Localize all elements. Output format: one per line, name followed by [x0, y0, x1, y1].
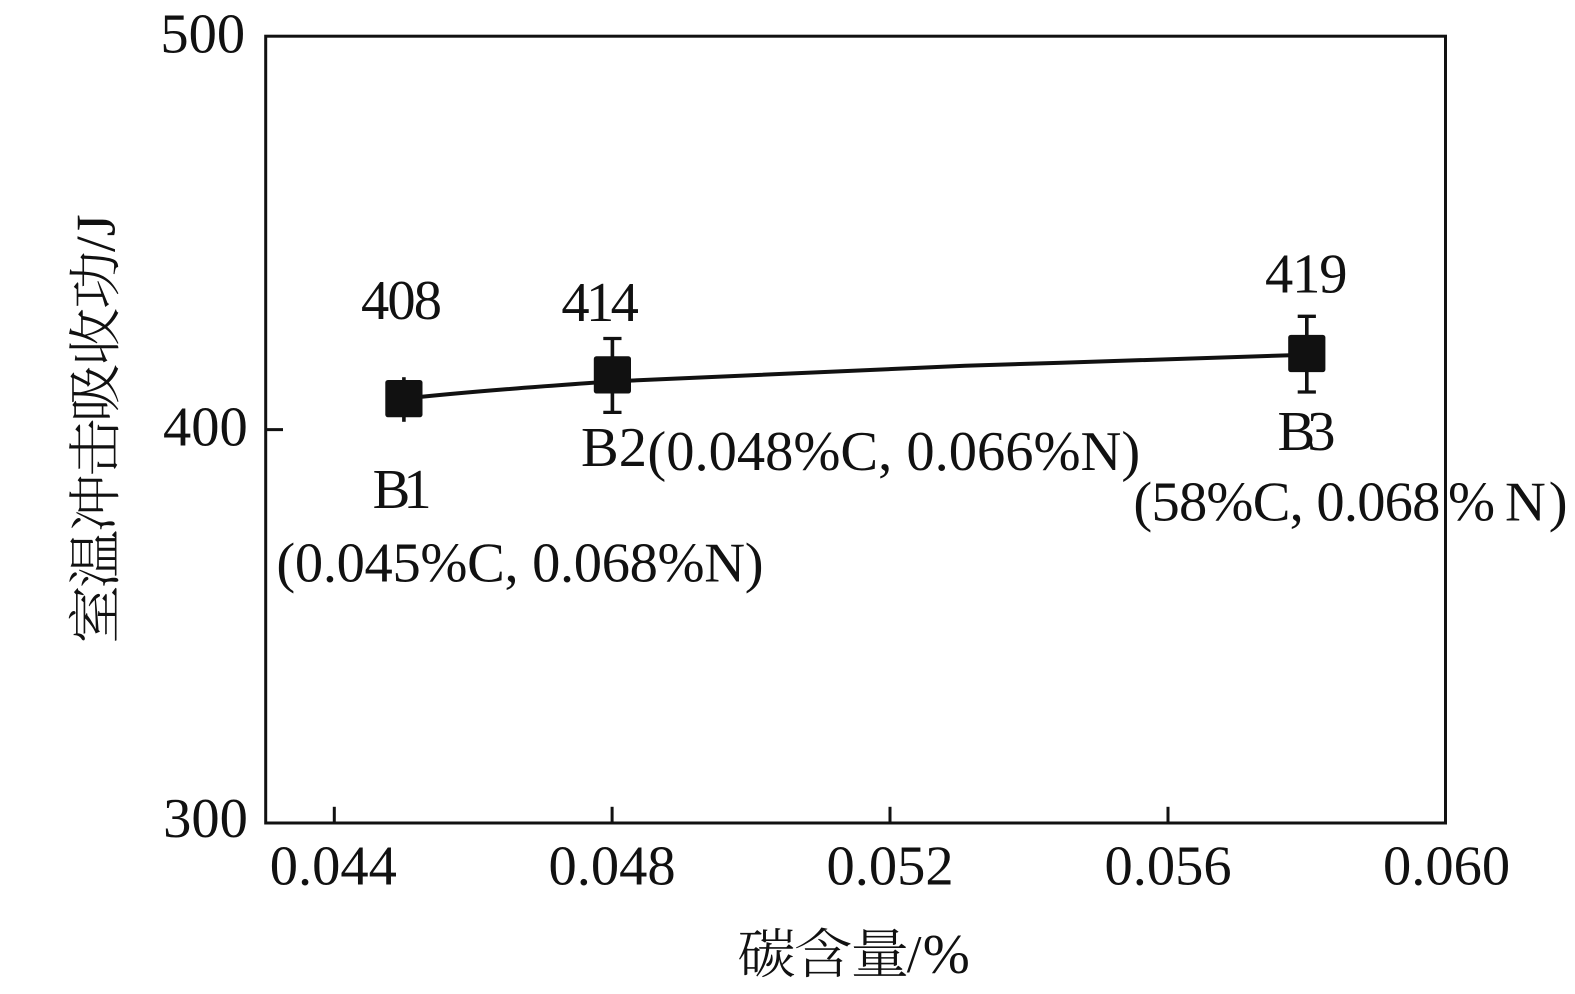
svg-text:0.060: 0.060	[1383, 836, 1510, 898]
svg-text:400: 400	[163, 397, 248, 459]
svg-text:0.052: 0.052	[826, 836, 953, 898]
svg-text:0.048: 0.048	[549, 836, 676, 898]
svg-text:(0.045%C, 0.068%N): (0.045%C, 0.068%N)	[276, 533, 763, 595]
svg-text:0.056: 0.056	[1104, 836, 1231, 898]
svg-text:414: 414	[561, 272, 639, 334]
svg-text:/J: /J	[65, 214, 127, 252]
svg-text:300: 300	[163, 788, 248, 850]
svg-text:500: 500	[160, 3, 245, 65]
svg-text:408: 408	[361, 270, 442, 332]
svg-text:B2: B2	[581, 417, 647, 479]
svg-text:N: N	[1505, 472, 1546, 534]
svg-text:B1: B1	[373, 459, 432, 521]
svg-text:(58%C, 0.068: (58%C, 0.068	[1133, 472, 1440, 534]
svg-text:/: /	[907, 926, 922, 984]
svg-text:%: %	[1448, 472, 1495, 534]
svg-text:): )	[1549, 472, 1568, 534]
svg-text:0.044: 0.044	[270, 836, 397, 898]
svg-text:%: %	[923, 924, 970, 986]
svg-text:419: 419	[1265, 243, 1348, 305]
svg-text:B3: B3	[1278, 401, 1336, 463]
svg-text:(0.048%C, 0.066%N): (0.048%C, 0.066%N)	[647, 421, 1140, 483]
